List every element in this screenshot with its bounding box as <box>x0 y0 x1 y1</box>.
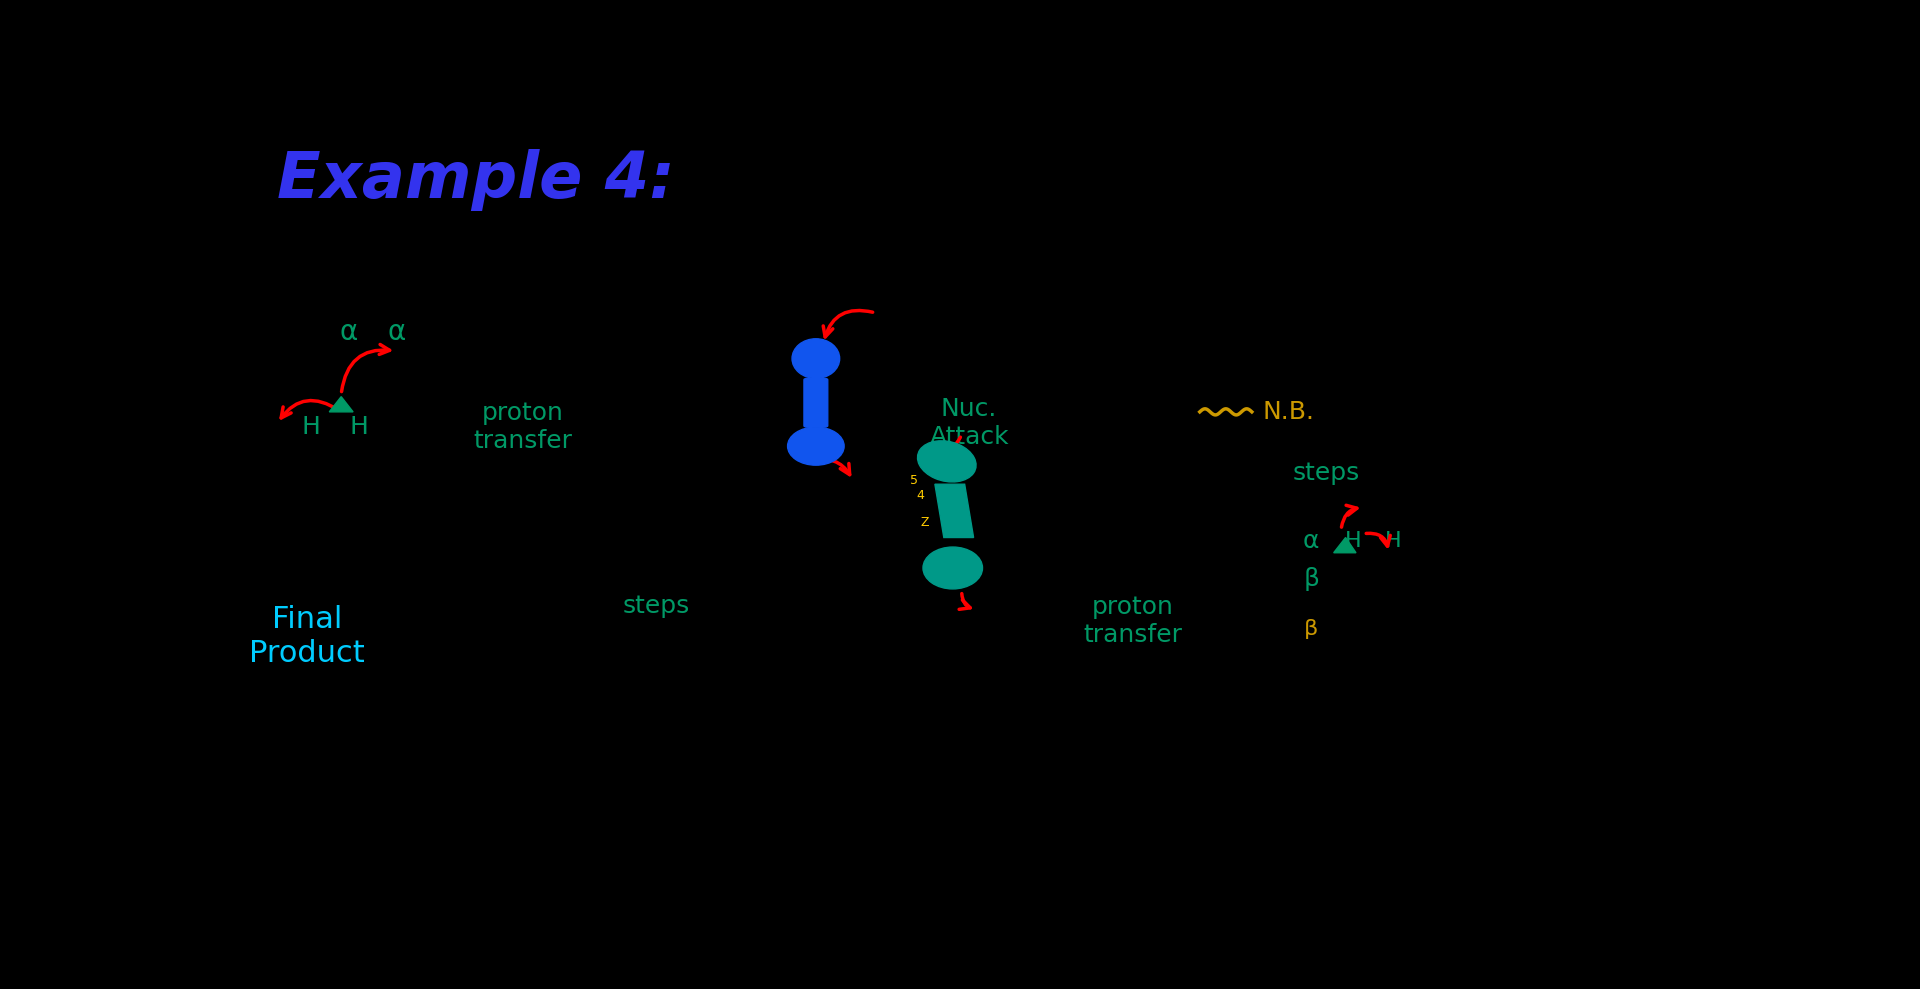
Text: 4: 4 <box>916 490 924 502</box>
Text: steps: steps <box>622 594 691 618</box>
Text: H: H <box>349 415 369 439</box>
Ellipse shape <box>918 441 975 482</box>
Text: Nuc.
Attack: Nuc. Attack <box>929 398 1008 449</box>
Text: H: H <box>301 415 321 439</box>
Text: 5: 5 <box>910 474 918 487</box>
Text: Z: Z <box>920 516 929 529</box>
Text: H: H <box>1384 531 1402 551</box>
FancyBboxPatch shape <box>804 379 828 427</box>
Text: Final
Product: Final Product <box>250 605 365 668</box>
Text: β: β <box>1304 619 1319 639</box>
Ellipse shape <box>787 427 845 465</box>
Text: steps: steps <box>1292 461 1359 485</box>
Text: proton
transfer: proton transfer <box>472 402 572 453</box>
Text: H: H <box>1344 531 1361 551</box>
Ellipse shape <box>793 339 839 379</box>
Text: N.B.: N.B. <box>1261 400 1315 424</box>
Polygon shape <box>935 485 973 537</box>
Polygon shape <box>1334 537 1356 553</box>
Text: Example 4:: Example 4: <box>276 149 676 211</box>
Text: β: β <box>1304 568 1319 591</box>
Polygon shape <box>330 397 353 411</box>
Ellipse shape <box>924 547 983 588</box>
Text: α: α <box>1304 529 1319 553</box>
Text: α: α <box>340 317 357 346</box>
Text: α: α <box>388 317 405 346</box>
Text: proton
transfer: proton transfer <box>1083 595 1183 647</box>
